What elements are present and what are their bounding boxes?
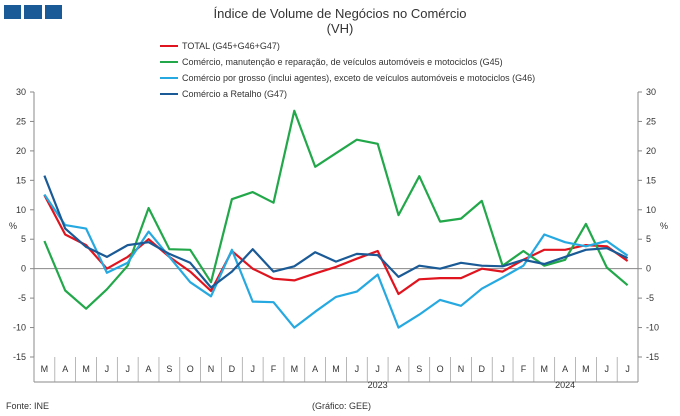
- x-year-label: 2023: [368, 380, 388, 390]
- x-tick-label: J: [250, 364, 255, 374]
- x-tick-label: A: [562, 364, 568, 374]
- x-tick-label: N: [458, 364, 465, 374]
- x-tick-label: M: [291, 364, 299, 374]
- y-tick-label: 20: [16, 146, 26, 156]
- y2-tick-label: 0: [646, 264, 651, 274]
- legend-label-g46: Comércio por grosso (inclui agentes), ex…: [182, 73, 536, 83]
- y-tick-label: 15: [16, 175, 26, 185]
- x-tick-label: F: [271, 364, 277, 374]
- x-year-label: 2024: [555, 380, 575, 390]
- x-tick-label: O: [437, 364, 444, 374]
- legend: TOTAL (G45+G46+G47) Comércio, manutenção…: [160, 38, 535, 102]
- y2-axis-label: %: [660, 221, 668, 231]
- x-tick-label: A: [62, 364, 68, 374]
- y2-tick-label: -15: [646, 352, 659, 362]
- x-tick-label: F: [521, 364, 527, 374]
- x-tick-label: J: [375, 364, 380, 374]
- legend-swatch-g47: [160, 93, 178, 95]
- y-tick-label: -10: [13, 323, 26, 333]
- y2-tick-label: 5: [646, 234, 651, 244]
- x-tick-label: J: [125, 364, 130, 374]
- legend-swatch-g45: [160, 61, 178, 63]
- series-line-1: [43, 109, 629, 310]
- y2-tick-label: 30: [646, 87, 656, 97]
- y-tick-label: 30: [16, 87, 26, 97]
- y-tick-label: -5: [18, 293, 26, 303]
- y-tick-label: 25: [16, 116, 26, 126]
- series-line-2: [43, 193, 629, 329]
- x-tick-label: S: [166, 364, 172, 374]
- y2-tick-label: 25: [646, 116, 656, 126]
- legend-item-g47: Comércio a Retalho (G47): [160, 86, 535, 102]
- x-tick-label: D: [479, 364, 486, 374]
- x-tick-label: M: [41, 364, 49, 374]
- x-tick-label: O: [187, 364, 194, 374]
- chart-title: Índice de Volume de Negócios no Comércio: [213, 6, 467, 21]
- legend-item-g46: Comércio por grosso (inclui agentes), ex…: [160, 70, 535, 86]
- legend-label-total: TOTAL (G45+G46+G47): [182, 41, 280, 51]
- series-line-3: [43, 175, 629, 289]
- y-tick-label: 5: [21, 234, 26, 244]
- legend-label-g45: Comércio, manutenção e reparação, de veí…: [182, 57, 503, 67]
- chart-credit: (Gráfico: GEE): [312, 401, 372, 411]
- y-tick-label: 0: [21, 264, 26, 274]
- x-tick-label: D: [229, 364, 236, 374]
- x-tick-label: J: [500, 364, 505, 374]
- x-tick-label: J: [625, 364, 630, 374]
- legend-item-g45: Comércio, manutenção e reparação, de veí…: [160, 54, 535, 70]
- x-tick-label: A: [312, 364, 318, 374]
- x-tick-label: M: [541, 364, 549, 374]
- x-tick-label: S: [416, 364, 422, 374]
- chart-subtitle: (VH): [326, 21, 354, 36]
- y2-tick-label: 15: [646, 175, 656, 185]
- x-tick-label: A: [395, 364, 401, 374]
- y-tick-label: 10: [16, 205, 26, 215]
- x-tick-label: M: [332, 364, 340, 374]
- legend-swatch-total: [160, 45, 178, 47]
- source-note: Fonte: INE: [6, 401, 50, 411]
- y2-tick-label: 20: [646, 146, 656, 156]
- y2-tick-label: -10: [646, 323, 659, 333]
- x-tick-label: N: [208, 364, 215, 374]
- y-tick-label: -15: [13, 352, 26, 362]
- x-tick-label: J: [605, 364, 610, 374]
- y2-tick-label: -5: [646, 293, 654, 303]
- x-tick-label: M: [582, 364, 590, 374]
- y-axis-label: %: [9, 221, 17, 231]
- legend-label-g47: Comércio a Retalho (G47): [182, 89, 288, 99]
- logo: [4, 5, 62, 19]
- y2-tick-label: 10: [646, 205, 656, 215]
- x-tick-label: J: [105, 364, 110, 374]
- x-tick-label: J: [355, 364, 360, 374]
- x-tick-label: M: [82, 364, 90, 374]
- legend-swatch-g46: [160, 77, 178, 79]
- x-tick-label: A: [146, 364, 152, 374]
- legend-item-total: TOTAL (G45+G46+G47): [160, 38, 535, 54]
